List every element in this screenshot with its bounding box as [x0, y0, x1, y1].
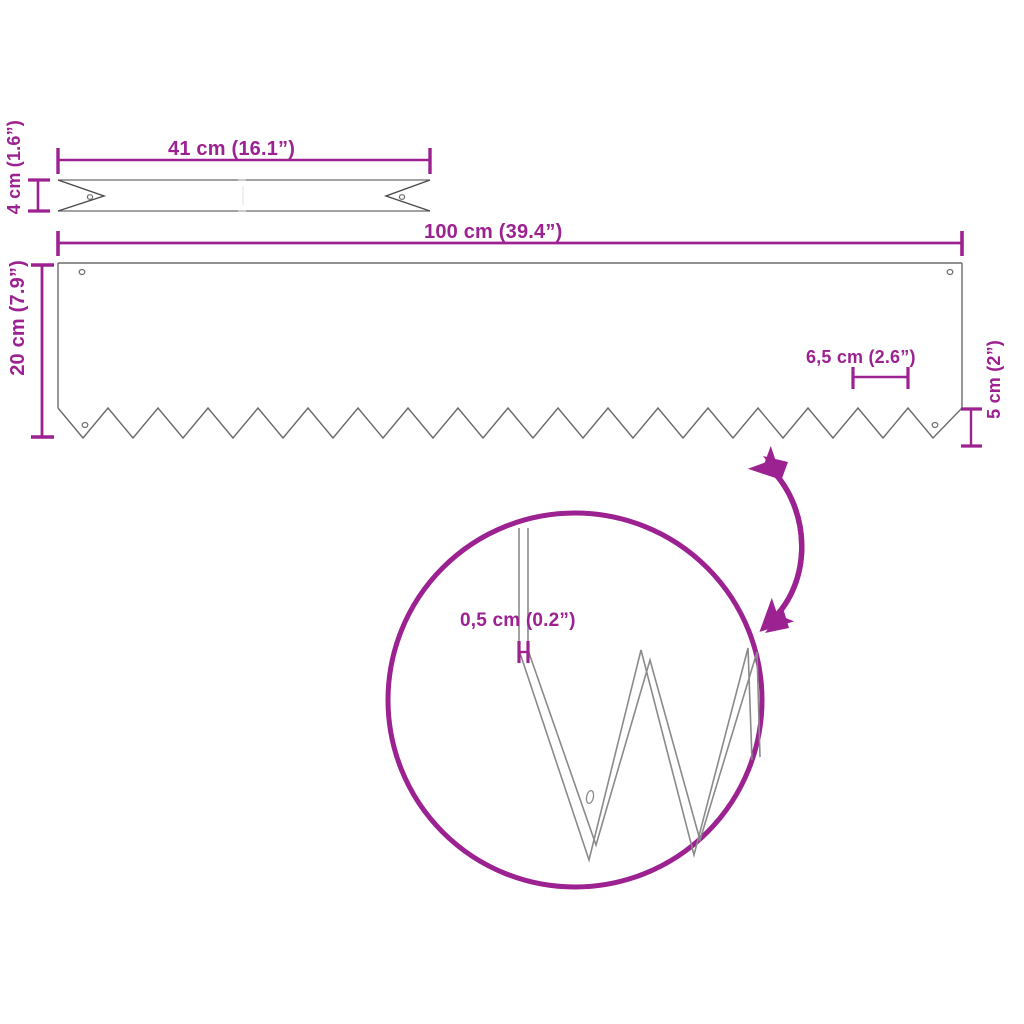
detail-mounting-hole — [585, 789, 595, 805]
label-material-thickness: 0,5 cm (0.2”) — [460, 610, 576, 631]
label-tooth-pitch: 6,5 cm (2.6”) — [806, 347, 916, 367]
top-view-strip — [57, 179, 431, 212]
dimension-20cm — [31, 263, 54, 439]
label-panel-height: 20 cm (7.9”) — [7, 260, 29, 376]
label-panel-length: 100 cm (39.4”) — [424, 221, 563, 243]
mounting-hole — [931, 421, 939, 429]
mounting-hole — [86, 194, 94, 200]
detail-zigzag-inner — [527, 528, 761, 848]
detail-circle-outline — [385, 510, 765, 890]
label-top-view-width: 4 cm (1.6”) — [4, 120, 24, 215]
label-tooth-depth: 5 cm (2”) — [984, 340, 1004, 419]
mounting-hole — [81, 421, 89, 429]
dimension-05cm — [517, 641, 530, 663]
dimension-100cm — [56, 231, 964, 256]
mounting-hole — [78, 268, 86, 276]
dimension-4cm — [28, 178, 50, 213]
front-view-panel — [57, 262, 963, 440]
dimension-5cm — [961, 407, 982, 448]
zigzag-teeth — [57, 406, 963, 440]
detail-circle-zigzag — [385, 510, 765, 890]
mounting-hole — [398, 194, 406, 200]
dimension-41cm — [56, 148, 432, 174]
mounting-hole — [946, 268, 954, 276]
label-top-view-length: 41 cm (16.1”) — [168, 138, 296, 160]
dimension-65cm — [851, 367, 910, 389]
